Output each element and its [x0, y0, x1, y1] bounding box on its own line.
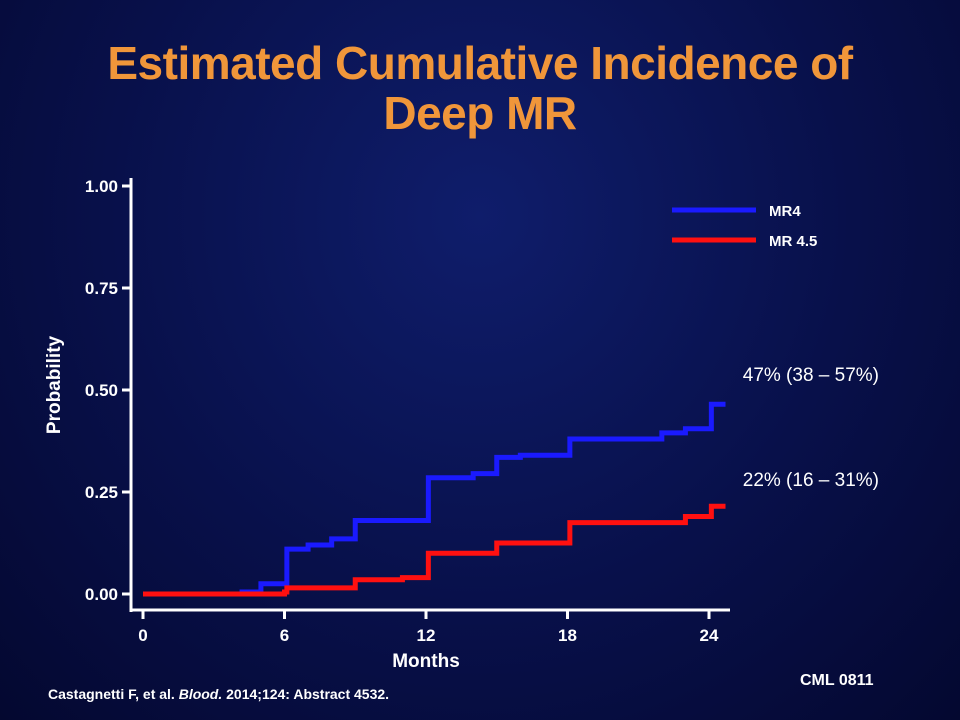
citation-journal: Blood. [178, 686, 223, 702]
x-tick-label: 24 [700, 626, 719, 645]
title-line-2: Deep MR [383, 87, 577, 139]
y-axis-label: Probability [44, 335, 65, 434]
mr45-series-line [143, 503, 726, 597]
mr45-annotation: 22% (16 – 31%) [743, 470, 879, 491]
slide-title: Estimated Cumulative Incidence of Deep M… [0, 38, 960, 138]
x-tick-label: 6 [280, 626, 289, 645]
x-tick-label: 18 [558, 626, 577, 645]
y-tick-label: 0.25 [85, 483, 118, 502]
y-tick-label: 0.00 [85, 585, 118, 604]
y-tick-label: 1.00 [85, 177, 118, 196]
mr4-annotation: 47% (38 – 57%) [743, 365, 879, 386]
x-tick-label: 0 [138, 626, 147, 645]
x-tick-label: 12 [417, 626, 436, 645]
slide-code: CML 0811 [800, 672, 874, 689]
citation-authors: Castagnetti F, et al. [48, 686, 175, 702]
y-tick-label: 0.50 [85, 381, 118, 400]
mr4-series-line [143, 401, 726, 597]
legend-label: MR 4.5 [769, 233, 817, 250]
legend-label: MR4 [769, 203, 801, 220]
citation-details: 2014;124: Abstract 4532. [226, 686, 390, 702]
citation: Castagnetti F, et al. Blood. 2014;124: A… [48, 686, 389, 702]
x-axis-label: Months [392, 651, 460, 672]
title-line-1: Estimated Cumulative Incidence of [107, 37, 853, 89]
y-tick-label: 0.75 [85, 279, 118, 298]
